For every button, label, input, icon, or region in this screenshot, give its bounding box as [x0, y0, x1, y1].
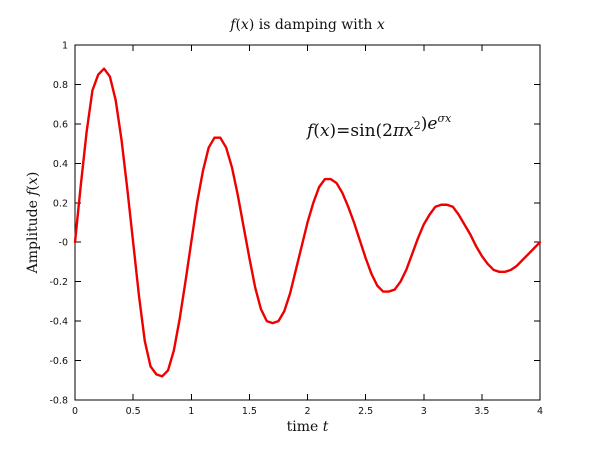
y-tick-label: 0.4: [53, 159, 68, 170]
x-axis-title: time t: [287, 419, 329, 435]
x-tick-label: 0: [72, 406, 78, 417]
x-tick-label: 2: [304, 406, 310, 417]
x-tick-label: 0.5: [126, 406, 141, 417]
plot-area: [73, 67, 542, 378]
y-tick-label: -0: [59, 238, 68, 249]
x-tick-label: 3.5: [474, 406, 489, 417]
y-axis-ticks: -0.8 -0.6 -0.4 -0.2 -0 0.2 0.4 0.6 0.8 1: [49, 41, 540, 407]
series-line: [73, 67, 542, 378]
y-tick-label: 1: [62, 41, 68, 52]
chart-title: f(x) is damping with x: [229, 17, 385, 33]
y-tick-label: -0.2: [49, 277, 68, 288]
y-axis-title: Amplitude f(x): [25, 172, 41, 275]
y-tick-label: -0.6: [49, 356, 68, 367]
y-tick-label: 0.2: [53, 198, 68, 209]
y-tick-label: -0.4: [49, 317, 68, 328]
x-tick-label: 1: [188, 406, 194, 417]
formula-annotation: f(x)=sin(2πx2)eσx: [305, 112, 452, 141]
x-tick-label: 4: [537, 406, 543, 417]
x-tick-label: 2.5: [358, 406, 373, 417]
x-axis-ticks: 0 0.5 1 1.5 2 2.5 3 3.5 4: [72, 45, 543, 417]
y-tick-label: 0.8: [53, 80, 68, 91]
x-tick-label: 3: [421, 406, 427, 417]
y-tick-label: 0.6: [53, 119, 68, 130]
y-tick-label: -0.8: [49, 396, 68, 407]
x-tick-label: 1.5: [242, 406, 257, 417]
